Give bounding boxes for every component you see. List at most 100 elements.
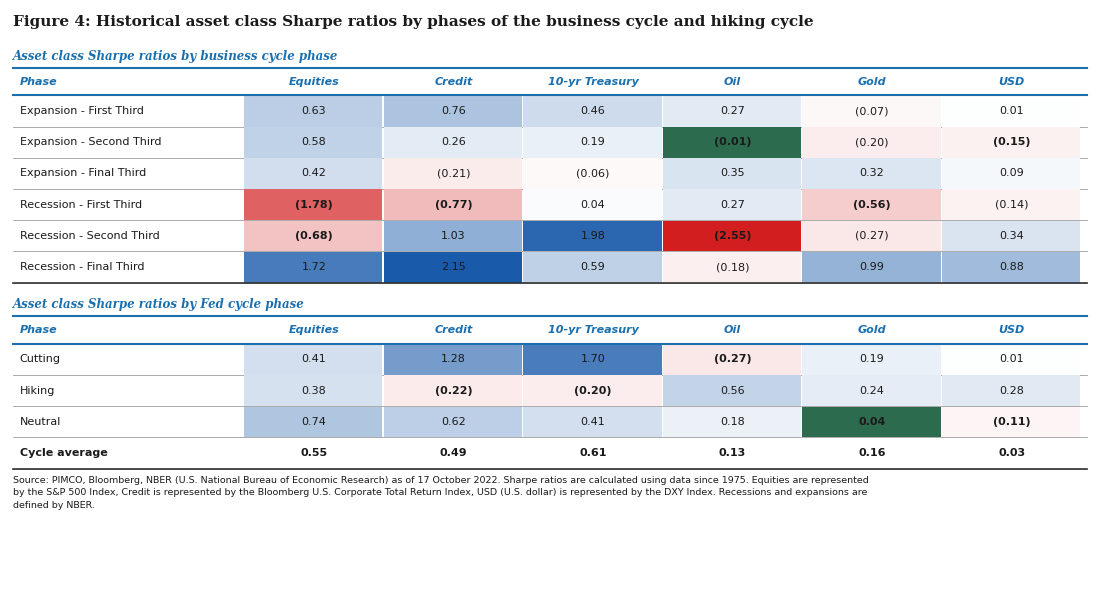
Bar <box>662 127 801 158</box>
Text: Equities: Equities <box>288 325 339 335</box>
Bar <box>802 127 940 158</box>
Text: 0.04: 0.04 <box>581 200 605 209</box>
Text: (0.11): (0.11) <box>993 417 1031 427</box>
Text: 0.59: 0.59 <box>581 262 605 272</box>
Bar <box>244 158 383 189</box>
Text: (0.68): (0.68) <box>295 231 332 241</box>
Text: Equities: Equities <box>288 77 339 86</box>
Text: 0.09: 0.09 <box>999 169 1024 178</box>
Bar <box>662 407 801 437</box>
Text: (0.21): (0.21) <box>437 169 470 178</box>
Text: Recession - Second Third: Recession - Second Third <box>20 231 160 241</box>
Text: 1.98: 1.98 <box>581 231 605 241</box>
Text: (0.15): (0.15) <box>993 137 1031 147</box>
Text: 0.99: 0.99 <box>859 262 884 272</box>
Bar <box>802 95 940 127</box>
Bar <box>942 252 1080 283</box>
Bar <box>384 127 522 158</box>
Bar <box>942 158 1080 189</box>
Bar <box>384 95 522 127</box>
Text: 0.61: 0.61 <box>580 448 607 458</box>
Text: (0.22): (0.22) <box>434 386 472 395</box>
Text: Phase: Phase <box>20 77 57 86</box>
Text: (0.56): (0.56) <box>854 200 891 209</box>
Text: 0.19: 0.19 <box>860 355 884 364</box>
Text: 0.74: 0.74 <box>301 417 327 427</box>
Text: Gold: Gold <box>858 77 887 86</box>
Bar <box>244 252 383 283</box>
Bar <box>662 158 801 189</box>
Bar <box>244 127 383 158</box>
Bar <box>662 344 801 375</box>
Text: 10-yr Treasury: 10-yr Treasury <box>548 77 638 86</box>
Bar <box>384 407 522 437</box>
Bar <box>802 376 940 406</box>
Text: Phase: Phase <box>20 325 57 335</box>
Text: 0.76: 0.76 <box>441 106 465 116</box>
Text: 1.28: 1.28 <box>441 355 465 364</box>
Text: 0.41: 0.41 <box>301 355 327 364</box>
Text: 0.32: 0.32 <box>860 169 884 178</box>
Bar <box>524 221 661 251</box>
Text: 0.42: 0.42 <box>301 169 327 178</box>
Text: 0.01: 0.01 <box>999 355 1024 364</box>
Text: Source: PIMCO, Bloomberg, NBER (U.S. National Bureau of Economic Research) as of: Source: PIMCO, Bloomberg, NBER (U.S. Nat… <box>13 476 869 510</box>
Text: Credit: Credit <box>434 325 473 335</box>
Bar <box>942 95 1080 127</box>
Bar <box>942 407 1080 437</box>
Bar <box>524 190 661 220</box>
Text: Neutral: Neutral <box>20 417 62 427</box>
Bar <box>942 190 1080 220</box>
Text: Expansion - Final Third: Expansion - Final Third <box>20 169 146 178</box>
Text: 0.28: 0.28 <box>999 386 1024 395</box>
Text: 0.19: 0.19 <box>581 137 605 147</box>
Bar <box>942 127 1080 158</box>
Text: 0.88: 0.88 <box>999 262 1024 272</box>
Text: USD: USD <box>999 325 1025 335</box>
Text: Recession - Final Third: Recession - Final Third <box>20 262 144 272</box>
Text: Hiking: Hiking <box>20 386 55 395</box>
Text: Cutting: Cutting <box>20 355 60 364</box>
Text: 0.38: 0.38 <box>301 386 327 395</box>
Text: (0.27): (0.27) <box>856 231 889 241</box>
Bar <box>384 190 522 220</box>
Bar <box>524 127 661 158</box>
Text: Asset class Sharpe ratios by business cycle phase: Asset class Sharpe ratios by business cy… <box>13 50 339 63</box>
Text: Cycle average: Cycle average <box>20 448 108 458</box>
Bar <box>662 190 801 220</box>
Text: 0.27: 0.27 <box>720 200 745 209</box>
Bar <box>802 407 940 437</box>
Text: Figure 4: Historical asset class Sharpe ratios by phases of the business cycle a: Figure 4: Historical asset class Sharpe … <box>13 15 814 29</box>
Bar <box>524 158 661 189</box>
Bar <box>244 190 383 220</box>
Bar <box>244 95 383 127</box>
Bar <box>244 407 383 437</box>
Text: 0.03: 0.03 <box>998 448 1025 458</box>
Text: (0.77): (0.77) <box>434 200 472 209</box>
Text: 0.04: 0.04 <box>858 417 886 427</box>
Bar <box>384 221 522 251</box>
Text: Oil: Oil <box>724 325 741 335</box>
Text: Gold: Gold <box>858 325 887 335</box>
Text: 0.46: 0.46 <box>581 106 605 116</box>
Text: 0.55: 0.55 <box>300 448 328 458</box>
Text: 10-yr Treasury: 10-yr Treasury <box>548 325 638 335</box>
Text: Credit: Credit <box>434 77 473 86</box>
Text: (0.20): (0.20) <box>856 137 889 147</box>
Text: Recession - First Third: Recession - First Third <box>20 200 142 209</box>
Text: 0.56: 0.56 <box>720 386 745 395</box>
Bar <box>942 221 1080 251</box>
Text: 1.72: 1.72 <box>301 262 327 272</box>
Bar <box>524 376 661 406</box>
Text: 0.27: 0.27 <box>720 106 745 116</box>
Bar <box>384 252 522 283</box>
Text: (2.55): (2.55) <box>714 231 751 241</box>
Bar <box>524 344 661 375</box>
Text: 1.03: 1.03 <box>441 231 465 241</box>
Text: 0.62: 0.62 <box>441 417 465 427</box>
Text: USD: USD <box>999 77 1025 86</box>
Bar <box>524 252 661 283</box>
Text: 0.13: 0.13 <box>719 448 746 458</box>
Text: 0.18: 0.18 <box>720 417 745 427</box>
Text: 2.15: 2.15 <box>441 262 465 272</box>
